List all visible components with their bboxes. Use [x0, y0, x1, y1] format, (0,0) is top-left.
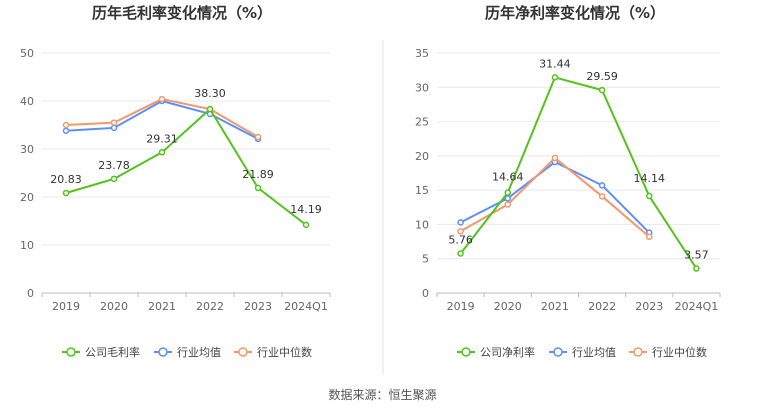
y-tick-label: 10 [20, 239, 34, 252]
series-line-company [459, 76, 698, 270]
chart-title: 历年毛利率变化情况（%） [92, 4, 272, 22]
data-source-note: 数据来源：恒生聚源 [328, 388, 437, 402]
y-tick-label: 35 [415, 47, 429, 60]
data-point[interactable] [504, 189, 511, 196]
data-point[interactable] [110, 124, 118, 132]
chart-2: 历年净利率变化情况（%） 0 5 10 15 20 25 30 35 2019 2020 2021 20… [415, 4, 721, 359]
data-point[interactable] [158, 95, 166, 103]
legend-label: 行业均值 [572, 346, 616, 359]
data-point[interactable] [598, 86, 606, 94]
data-label: 14.14 [634, 172, 666, 185]
data-point[interactable] [598, 182, 606, 189]
data-point[interactable] [457, 250, 464, 257]
data-label: 38.30 [194, 87, 226, 100]
data-point[interactable] [158, 149, 166, 156]
legend-item-median[interactable]: 行业中位数 [629, 345, 707, 359]
data-point[interactable] [551, 74, 559, 81]
legend-swatch-marker [633, 347, 643, 357]
x-tick-label: 2019 [447, 300, 475, 313]
data-label: 14.64 [492, 171, 524, 184]
data-point[interactable] [693, 265, 700, 272]
data-point[interactable] [646, 192, 653, 200]
x-tick-label: 2021 [148, 300, 176, 313]
legend-swatch-marker [66, 347, 76, 357]
data-label: 29.31 [146, 132, 178, 145]
legend: 公司净利率 行业均值 行业中位数 [457, 345, 707, 359]
legend: 公司毛利率 行业均值 行业中位数 [62, 345, 312, 359]
y-tick-label: 25 [415, 116, 429, 129]
legend-label: 行业中位数 [257, 345, 312, 359]
x-tick-label: 2022 [588, 300, 616, 313]
data-label: 14.19 [290, 203, 322, 216]
series-line-company [65, 108, 307, 226]
series-line-median [460, 156, 650, 238]
legend-item-median[interactable]: 行业中位数 [234, 345, 312, 359]
chart-1: 历年毛利率变化情况（%） 0 10 20 30 40 50 2019 2020 2021 2022 2… [20, 4, 331, 359]
x-tick-label: 2024Q1 [284, 300, 328, 313]
legend-label: 行业均值 [177, 346, 221, 359]
x-tick-label: 2023 [244, 300, 272, 313]
data-label: 20.83 [50, 173, 82, 186]
data-point[interactable] [110, 119, 118, 126]
x-tick-label: 2023 [635, 300, 663, 313]
data-point[interactable] [62, 189, 70, 197]
data-point[interactable] [504, 201, 511, 208]
data-point[interactable] [457, 219, 464, 226]
legend-item-company[interactable]: 公司净利率 [457, 345, 535, 359]
chart-title: 历年净利率变化情况（%） [485, 4, 665, 22]
data-point[interactable] [302, 221, 310, 229]
y-tick-label: 15 [415, 184, 429, 197]
legend-item-avg[interactable]: 行业均值 [154, 346, 221, 359]
legend-label: 行业中位数 [652, 345, 707, 359]
data-point[interactable] [62, 127, 70, 135]
data-point[interactable] [504, 195, 511, 202]
x-tick-label: 2020 [100, 300, 128, 313]
legend-label: 公司毛利率 [85, 345, 140, 359]
y-tick-label: 20 [415, 150, 429, 163]
y-tick-label: 50 [20, 47, 34, 60]
data-label: 3.57 [684, 249, 709, 262]
y-tick-label: 0 [27, 287, 34, 300]
y-tick-label: 5 [422, 253, 429, 266]
data-label: 21.89 [242, 168, 274, 181]
data-point[interactable] [62, 121, 70, 129]
y-tick-label: 30 [20, 143, 34, 156]
legend-swatch-marker [238, 347, 248, 357]
data-point[interactable] [254, 133, 262, 141]
x-tick-label: 2022 [196, 300, 224, 313]
data-point[interactable] [254, 184, 262, 192]
y-tick-label: 10 [415, 218, 429, 231]
legend-item-avg[interactable]: 行业均值 [549, 346, 616, 359]
data-label: 31.44 [539, 57, 571, 70]
legend-label: 公司净利率 [480, 345, 535, 359]
y-tick-label: 20 [20, 191, 34, 204]
legend-swatch-marker [461, 347, 471, 357]
legend-swatch-marker [553, 347, 563, 357]
data-point[interactable] [457, 228, 464, 235]
data-point[interactable] [551, 154, 559, 162]
x-tick-label: 2020 [494, 300, 522, 313]
y-tick-label: 40 [20, 95, 34, 108]
data-point[interactable] [598, 193, 606, 200]
legend-swatch-marker [158, 347, 168, 357]
y-tick-label: 0 [422, 287, 429, 300]
x-tick-label: 2019 [52, 300, 80, 313]
series-line-median [65, 98, 259, 138]
data-point[interactable] [206, 105, 214, 113]
data-label: 29.59 [586, 70, 618, 83]
data-label: 5.76 [448, 234, 473, 247]
data-point[interactable] [110, 175, 118, 183]
data-label: 23.78 [98, 159, 130, 172]
x-tick-label: 2021 [541, 300, 569, 313]
series-line-avg [460, 161, 650, 234]
y-tick-label: 30 [415, 81, 429, 94]
x-tick-label: 2024Q1 [675, 300, 719, 313]
data-point[interactable] [646, 233, 653, 241]
legend-item-company[interactable]: 公司毛利率 [62, 345, 140, 359]
